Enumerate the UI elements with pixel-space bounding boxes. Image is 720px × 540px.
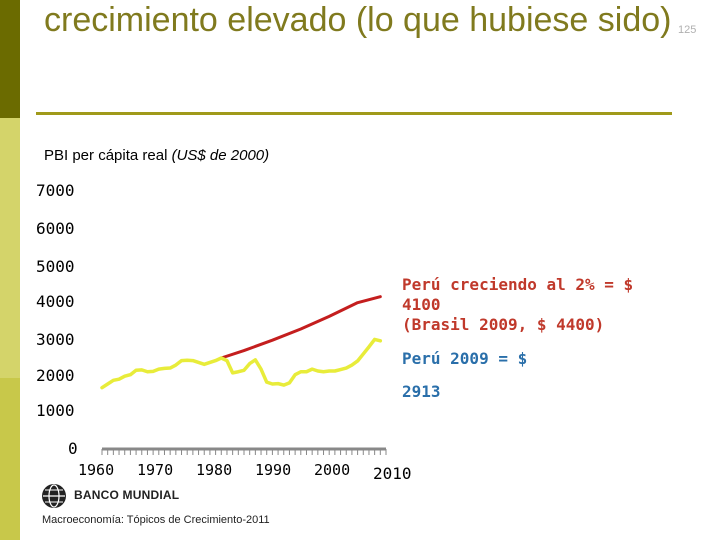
chart-title-main: PBI per cápita real [44,147,168,164]
y-tick-label: 7000 [36,181,75,200]
slide-title: crecimiento elevado (lo que hubiese sido… [44,1,672,39]
world-bank-globe-icon [42,484,66,508]
x-tick-label: 1970 [137,461,174,479]
annotation-actual-line2: 2913 [402,382,441,401]
chart-title-units: (US$ de 2000) [171,147,270,164]
y-tick-label: 6000 [36,219,75,238]
y-tick-label: 2000 [36,366,75,385]
y-tick-label: 0 [68,439,78,458]
annotation-counterfactual: Perú creciendo al 2% = $ 4100 (Brasil 20… [402,275,702,335]
series-line-counterfactual [219,295,382,360]
x-tick-label: 2000 [314,461,351,479]
title-divider [36,112,672,115]
annotation-actual-line1: Perú 2009 = $ [402,349,528,368]
logo-text: BANCO MUNDIAL [74,488,180,502]
accent-bar-mid [0,118,20,378]
y-tick-label: 1000 [36,401,75,420]
accent-bar-top [0,0,20,118]
series-line-actual [100,337,383,390]
x-tick-label: 1960 [78,461,115,479]
chart-title: PBI per cápita real (US$ de 2000) [44,147,269,164]
slide-number: 125 [678,24,697,36]
x-tick-label: 2010 [373,464,412,483]
footer-text: Macroeconomía: Tópicos de Crecimiento-20… [42,514,270,526]
y-tick-label: 4000 [36,292,75,311]
annotation-counterfactual-line3: (Brasil 2009, $ 4400) [402,315,605,334]
x-tick-label: 1980 [196,461,233,479]
annotation-counterfactual-line1: Perú creciendo al 2% = $ [402,275,634,294]
x-tick-label: 1990 [255,461,292,479]
annotation-counterfactual-line2: 4100 [402,295,441,314]
y-tick-label: 3000 [36,330,75,349]
y-tick-label: 5000 [36,257,75,276]
